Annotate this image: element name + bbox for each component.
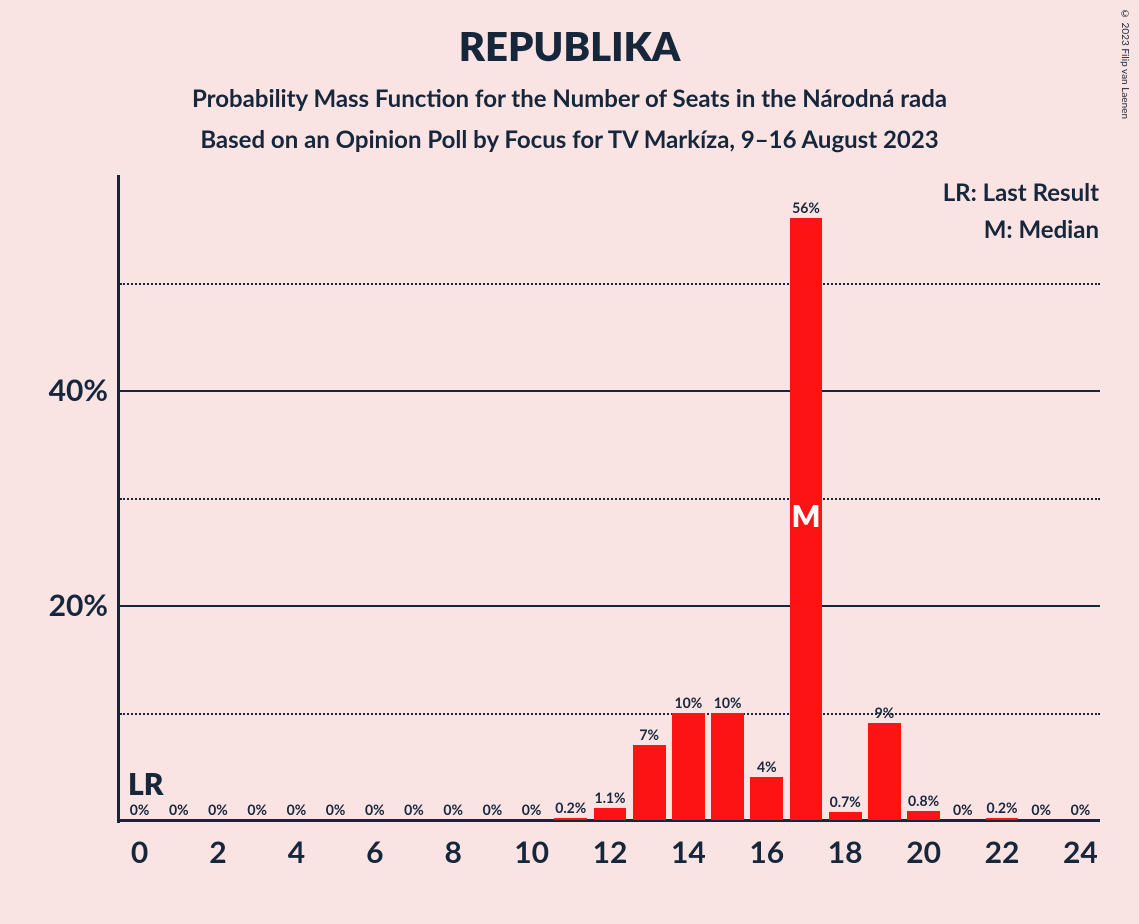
bar-slot: 0% [198, 175, 237, 820]
bar-slot: 9% [865, 175, 904, 820]
chart-subtitle-1: Probability Mass Function for the Number… [0, 84, 1139, 113]
bar-slot: 0.7% [826, 175, 865, 820]
bar-value-label: 10% [675, 694, 703, 713]
bar: 0.2% [554, 818, 587, 820]
y-tick-label: 20% [49, 587, 120, 623]
bar-slot: 0% [434, 175, 473, 820]
bar-slot: 1.1% [590, 175, 629, 820]
bar-slot: 0.2% [551, 175, 590, 820]
legend-m: M: Median [943, 215, 1099, 244]
x-tick-label: 0 [131, 820, 148, 870]
x-tick-label: 20 [906, 820, 941, 870]
bar-slot: 0% [159, 175, 198, 820]
bar-slot: 0% [355, 175, 394, 820]
x-tick-label: 10 [514, 820, 549, 870]
bar-value-label: 0.7% [830, 793, 861, 812]
legend: LR: Last Result M: Median [943, 178, 1099, 244]
bar-value-label: 0.2% [986, 799, 1017, 818]
bar-value-label: 0% [208, 801, 228, 820]
bar-slot: 10% [669, 175, 708, 820]
bar-value-label: 0% [522, 801, 542, 820]
x-tick-label: 22 [985, 820, 1020, 870]
bar-value-label: 0% [404, 801, 424, 820]
bar-value-label: 0% [1031, 801, 1051, 820]
bar: 0.7% [829, 812, 862, 820]
bar-slot: 0.2% [982, 175, 1021, 820]
legend-lr: LR: Last Result [943, 178, 1099, 207]
bar-slot: 10% [708, 175, 747, 820]
x-tick-label: 4 [288, 820, 305, 870]
bar-value-label: 0% [443, 801, 463, 820]
bar: 1.1% [594, 808, 627, 820]
bar-value-label: 0.2% [555, 799, 586, 818]
bar-value-label: 0% [1071, 801, 1091, 820]
bar-value-label: 0% [287, 801, 307, 820]
bar-value-label: 0% [130, 801, 150, 820]
x-tick-label: 14 [671, 820, 706, 870]
bar: 4% [750, 777, 783, 820]
bar: 10% [711, 713, 744, 821]
x-tick-label: 8 [444, 820, 461, 870]
bar-value-label: 1.1% [594, 789, 625, 808]
bar-slot: 0% [238, 175, 277, 820]
bar-slot: 0% [1061, 175, 1100, 820]
x-tick-label: 18 [828, 820, 863, 870]
bar-value-label: 7% [639, 726, 659, 745]
x-tick-label: 6 [366, 820, 383, 870]
bar-value-label: 4% [757, 758, 777, 777]
bar-value-label: 56% [792, 199, 820, 218]
bar-slot: 7% [630, 175, 669, 820]
bar-value-label: 9% [875, 704, 895, 723]
bar-slot: 0% [120, 175, 159, 820]
last-result-marker: LR [128, 766, 163, 802]
y-tick-label: 40% [49, 372, 120, 408]
bar-value-label: 0% [483, 801, 503, 820]
bar-slot: 56% M [786, 175, 825, 820]
x-tick-label: 16 [749, 820, 784, 870]
bar-slot: 0.8% [904, 175, 943, 820]
bar-slot: 0% [943, 175, 982, 820]
bar-slot: 0% [277, 175, 316, 820]
copyright-text: © 2023 Filip van Laenen [1119, 8, 1131, 119]
x-tick-label: 12 [593, 820, 628, 870]
plot-area: 20%40%0%0%0%0%0%0%0%0%0%0%0%0.2%1.1%7%10… [120, 175, 1100, 820]
x-tick-label: 2 [209, 820, 226, 870]
bar-value-label: 0% [326, 801, 346, 820]
bar-value-label: 0% [953, 801, 973, 820]
bar: 10% [672, 713, 705, 821]
bar-slot: 0% [394, 175, 433, 820]
chart-subtitle-2: Based on an Opinion Poll by Focus for TV… [0, 125, 1139, 154]
bar-slot: 0% [1022, 175, 1061, 820]
bar-slot: 0% [316, 175, 355, 820]
bar-value-label: 0% [169, 801, 189, 820]
bar: 9% [868, 723, 901, 820]
median-marker: M [792, 498, 821, 534]
bar-value-label: 10% [714, 694, 742, 713]
bar-value-label: 0% [247, 801, 267, 820]
bar: 7% [633, 745, 666, 820]
bar-slot: 0% [512, 175, 551, 820]
bar-value-label: 0.8% [908, 792, 939, 811]
bar-slot: 0% [473, 175, 512, 820]
chart-title: REPUBLIKA [0, 22, 1139, 70]
bar-slot: 4% [747, 175, 786, 820]
bar-value-label: 0% [365, 801, 385, 820]
bar: 0.8% [907, 811, 940, 820]
x-tick-label: 24 [1063, 820, 1098, 870]
